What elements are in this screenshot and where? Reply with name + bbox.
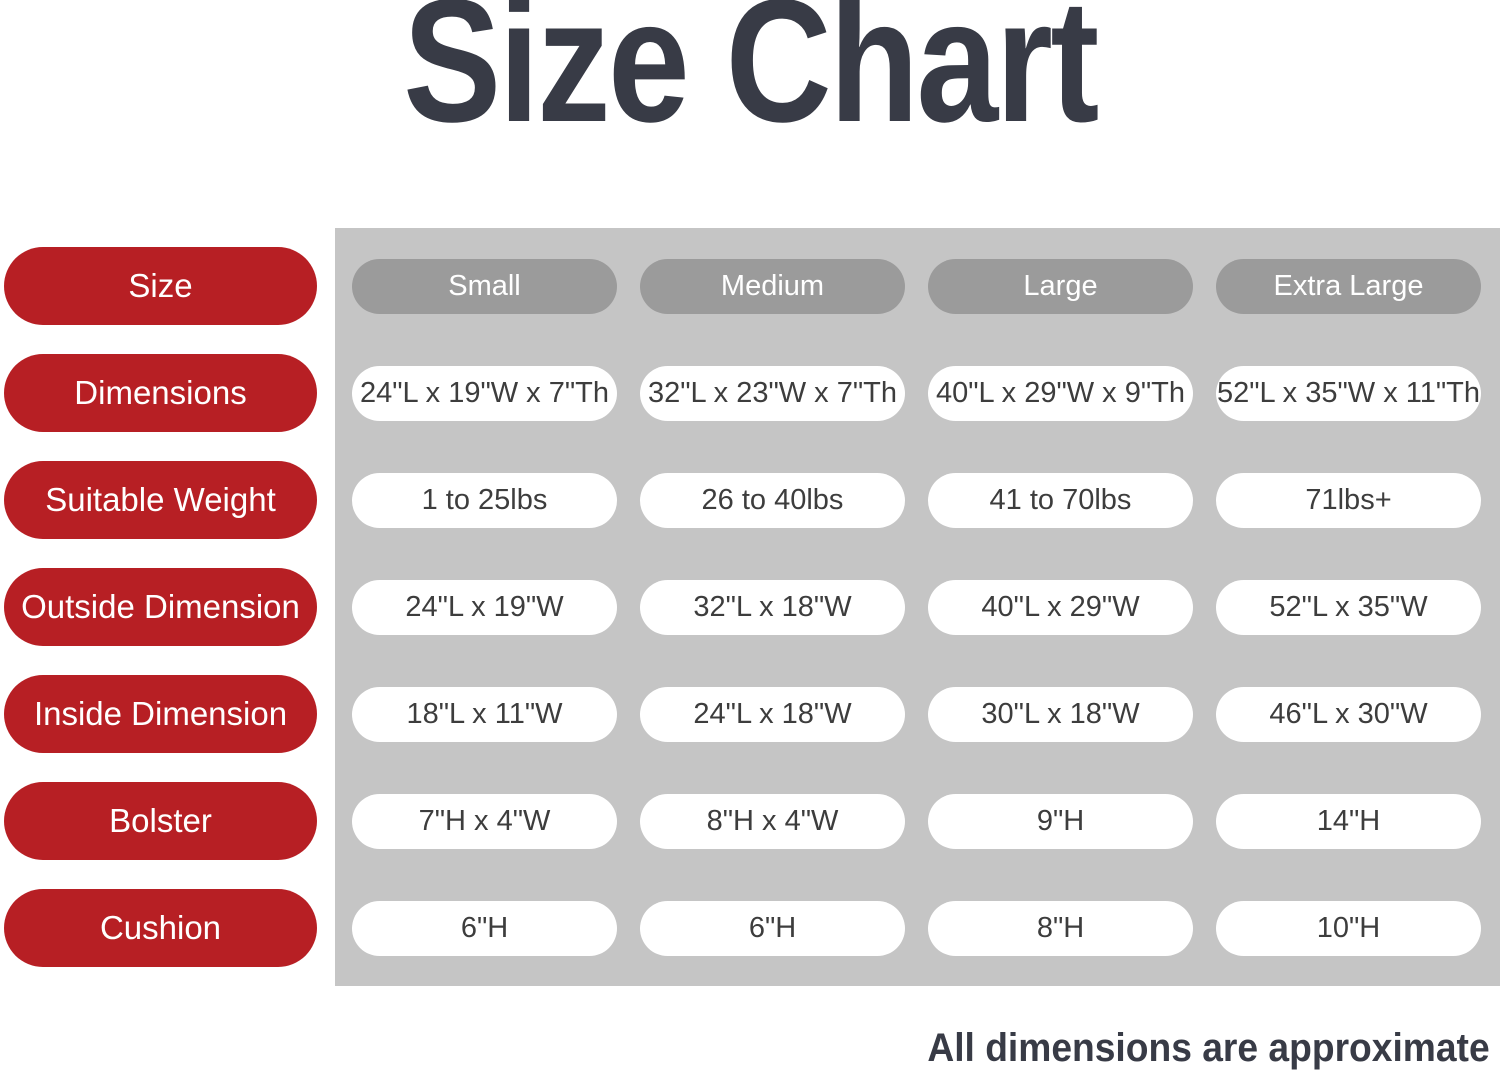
- table-cell: 52"L x 35"W x 11"Th: [1216, 365, 1481, 421]
- table-cell: 52"L x 35"W: [1216, 579, 1481, 635]
- table-cell: 40"L x 29"W: [928, 579, 1193, 635]
- table-cell: 8"H: [928, 900, 1193, 956]
- table-cell: 24"L x 19"W x 7"Th: [352, 365, 617, 421]
- table-row-suitable-weight: Suitable Weight 1 to 25lbs 26 to 40lbs 4…: [0, 461, 1500, 539]
- table-cell: 71lbs+: [1216, 472, 1481, 528]
- header-cells: Small Medium Large Extra Large: [352, 247, 1481, 325]
- row-label-inside-dimension: Inside Dimension: [4, 675, 317, 753]
- table-header-row: Size Small Medium Large Extra Large: [0, 247, 1500, 325]
- page-title: Size Chart: [403, 0, 1099, 159]
- table-cell: 24"L x 18"W: [640, 686, 905, 742]
- column-header-medium: Medium: [640, 258, 905, 314]
- table-row-outside-dimension: Outside Dimension 24"L x 19"W 32"L x 18"…: [0, 568, 1500, 646]
- row-label-bolster: Bolster: [4, 782, 317, 860]
- table-cell: 41 to 70lbs: [928, 472, 1193, 528]
- table-cell: 1 to 25lbs: [352, 472, 617, 528]
- column-header-small: Small: [352, 258, 617, 314]
- table-cell: 32"L x 23"W x 7"Th: [640, 365, 905, 421]
- table-cell: 10"H: [1216, 900, 1481, 956]
- table-cell: 8"H x 4"W: [640, 793, 905, 849]
- row-label-dimensions: Dimensions: [4, 354, 317, 432]
- table-cell: 24"L x 19"W: [352, 579, 617, 635]
- table-cell: 18"L x 11"W: [352, 686, 617, 742]
- row-label-cushion: Cushion: [4, 889, 317, 967]
- table-cell: 6"H: [640, 900, 905, 956]
- table-cell: 6"H: [352, 900, 617, 956]
- table-row-dimensions: Dimensions 24"L x 19"W x 7"Th 32"L x 23"…: [0, 354, 1500, 432]
- row-label-size: Size: [4, 247, 317, 325]
- table-row-bolster: Bolster 7"H x 4"W 8"H x 4"W 9"H 14"H: [0, 782, 1500, 860]
- table-cell: 26 to 40lbs: [640, 472, 905, 528]
- column-header-large: Large: [928, 258, 1193, 314]
- row-label-outside-dimension: Outside Dimension: [4, 568, 317, 646]
- table-cell: 9"H: [928, 793, 1193, 849]
- table-cell: 14"H: [1216, 793, 1481, 849]
- table-row-inside-dimension: Inside Dimension 18"L x 11"W 24"L x 18"W…: [0, 675, 1500, 753]
- table-cell: 30"L x 18"W: [928, 686, 1193, 742]
- column-header-extra-large: Extra Large: [1216, 258, 1481, 314]
- table-cell: 46"L x 30"W: [1216, 686, 1481, 742]
- row-label-suitable-weight: Suitable Weight: [4, 461, 317, 539]
- table-cell: 7"H x 4"W: [352, 793, 617, 849]
- table-row-cushion: Cushion 6"H 6"H 8"H 10"H: [0, 889, 1500, 967]
- table-cell: 40"L x 29"W x 9"Th: [928, 365, 1193, 421]
- table-cell: 32"L x 18"W: [640, 579, 905, 635]
- footer-note: All dimensions are approximate: [927, 1026, 1490, 1070]
